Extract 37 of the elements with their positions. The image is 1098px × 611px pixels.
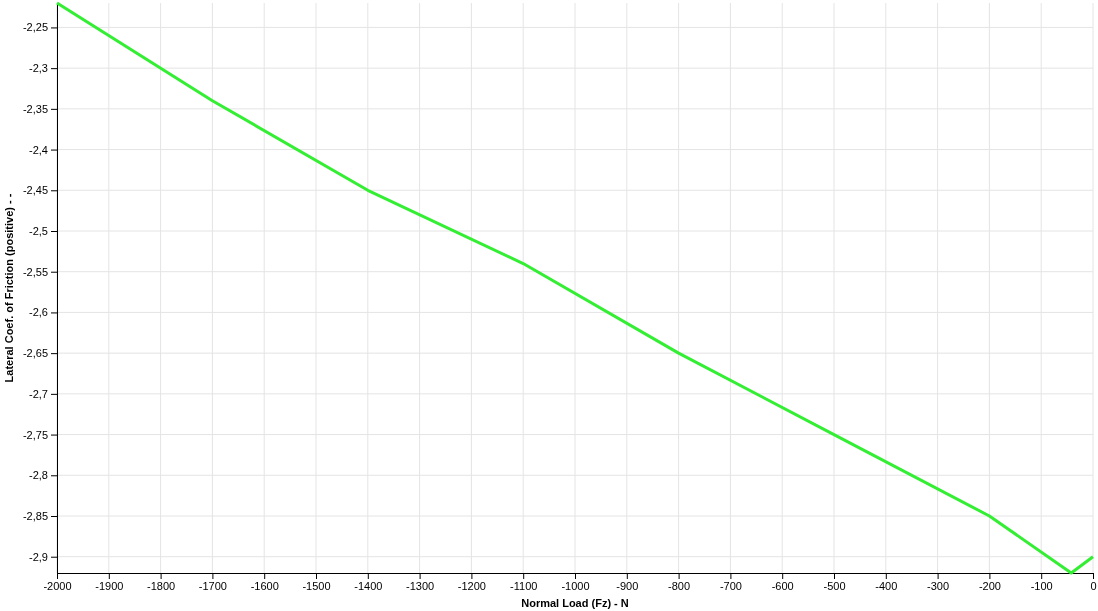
y-tick-label: -2,8 xyxy=(29,469,48,482)
x-tick-label: -1600 xyxy=(250,579,279,592)
y-axis-title: Lateral Coef. of Friction (positive) - - xyxy=(3,193,15,383)
y-tick-label: -2,85 xyxy=(22,510,48,523)
x-tick-label: -900 xyxy=(616,579,639,592)
x-tick-label: -1500 xyxy=(302,579,331,592)
x-tick-label: -1400 xyxy=(354,579,383,592)
x-tick-label: -100 xyxy=(1030,579,1053,592)
x-tick-label: -1700 xyxy=(198,579,227,592)
y-tick-label: -2,55 xyxy=(22,265,48,278)
x-tick-label: -2000 xyxy=(43,579,72,592)
x-tick-label: 0 xyxy=(1090,579,1097,592)
y-tick-label: -2,65 xyxy=(22,347,48,360)
y-tick-label: -2,4 xyxy=(29,143,48,156)
x-tick-label: -1000 xyxy=(561,579,590,592)
x-tick-label: -1800 xyxy=(147,579,176,592)
y-tick-label: -2,25 xyxy=(22,21,48,34)
y-tick-label: -2,35 xyxy=(22,102,48,115)
x-tick-label: -1200 xyxy=(457,579,486,592)
x-tick-label: -800 xyxy=(668,579,691,592)
y-tick-label: -2,7 xyxy=(29,387,48,400)
x-tick-label: -500 xyxy=(823,579,846,592)
y-tick-label: -2,5 xyxy=(29,225,48,238)
x-tick-label: -200 xyxy=(978,579,1001,592)
x-tick-label: -1300 xyxy=(406,579,435,592)
y-tick-label: -2,6 xyxy=(29,306,48,319)
x-axis-title: Normal Load (Fz) - N xyxy=(521,597,629,609)
x-tick-label: -300 xyxy=(927,579,950,592)
x-tick-label: -400 xyxy=(875,579,898,592)
y-tick-label: -2,3 xyxy=(29,62,48,75)
y-tick-label: -2,9 xyxy=(29,550,48,563)
x-tick-label: -1100 xyxy=(510,579,538,592)
x-tick-label: -1900 xyxy=(95,579,124,592)
x-tick-label: -600 xyxy=(771,579,794,592)
y-tick-label: -2,45 xyxy=(22,184,48,197)
y-tick-label: -2,75 xyxy=(22,428,48,441)
x-tick-label: -700 xyxy=(719,579,742,592)
